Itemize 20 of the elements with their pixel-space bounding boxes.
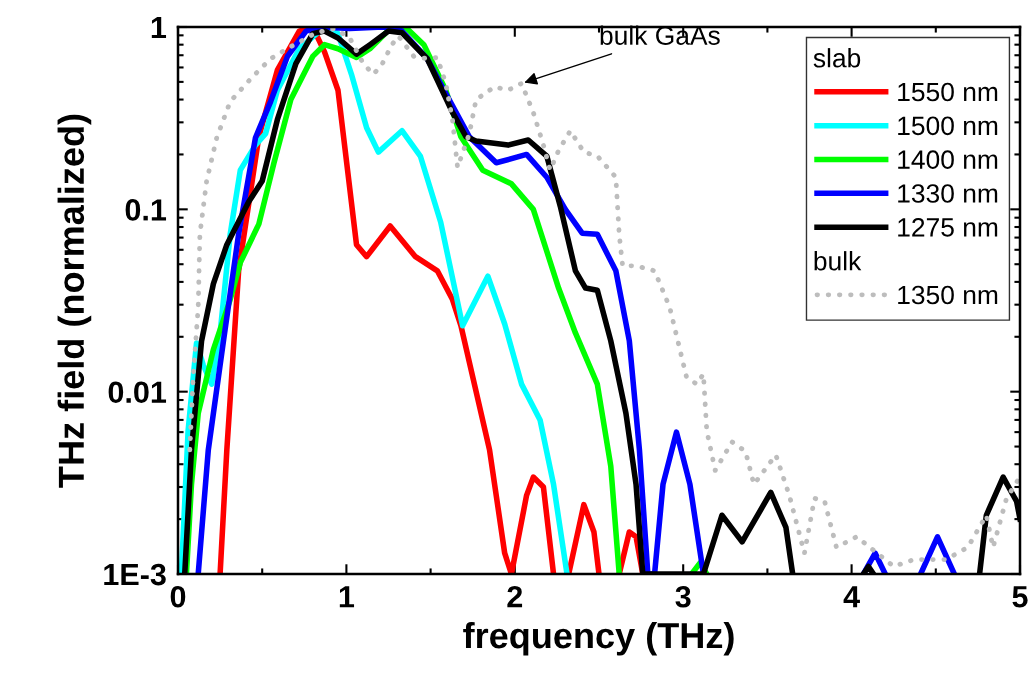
- y-tick-label: 0.1: [125, 199, 167, 221]
- y-tick-label: 1E-3: [104, 563, 166, 586]
- x-tick-label: 3: [675, 585, 691, 608]
- legend-label: 1500 nm: [898, 116, 998, 136]
- x-tick-label: 1: [339, 586, 355, 608]
- legend-label: 1350 nm: [898, 285, 998, 305]
- y-axis-title: THz field (normalized): [57, 114, 92, 488]
- annotation: bulk: [814, 251, 862, 271]
- legend-label: 1275 nm: [898, 217, 998, 237]
- x-tick-label: 5: [1012, 586, 1028, 608]
- x-tick-label: 4: [843, 586, 860, 608]
- y-tick-label: 0.01: [108, 381, 167, 404]
- x-tick-label: 0: [170, 585, 186, 608]
- x-tick-label: 2: [507, 585, 523, 608]
- x-axis-title: frequency (THz): [463, 621, 734, 656]
- legend-label: 1550 nm: [898, 82, 998, 102]
- legend-label: 1400 nm: [898, 150, 998, 169]
- legend-label: 1330 nm: [898, 184, 998, 203]
- y-tick-label: 1: [151, 17, 167, 39]
- legend-title: slab: [813, 48, 861, 68]
